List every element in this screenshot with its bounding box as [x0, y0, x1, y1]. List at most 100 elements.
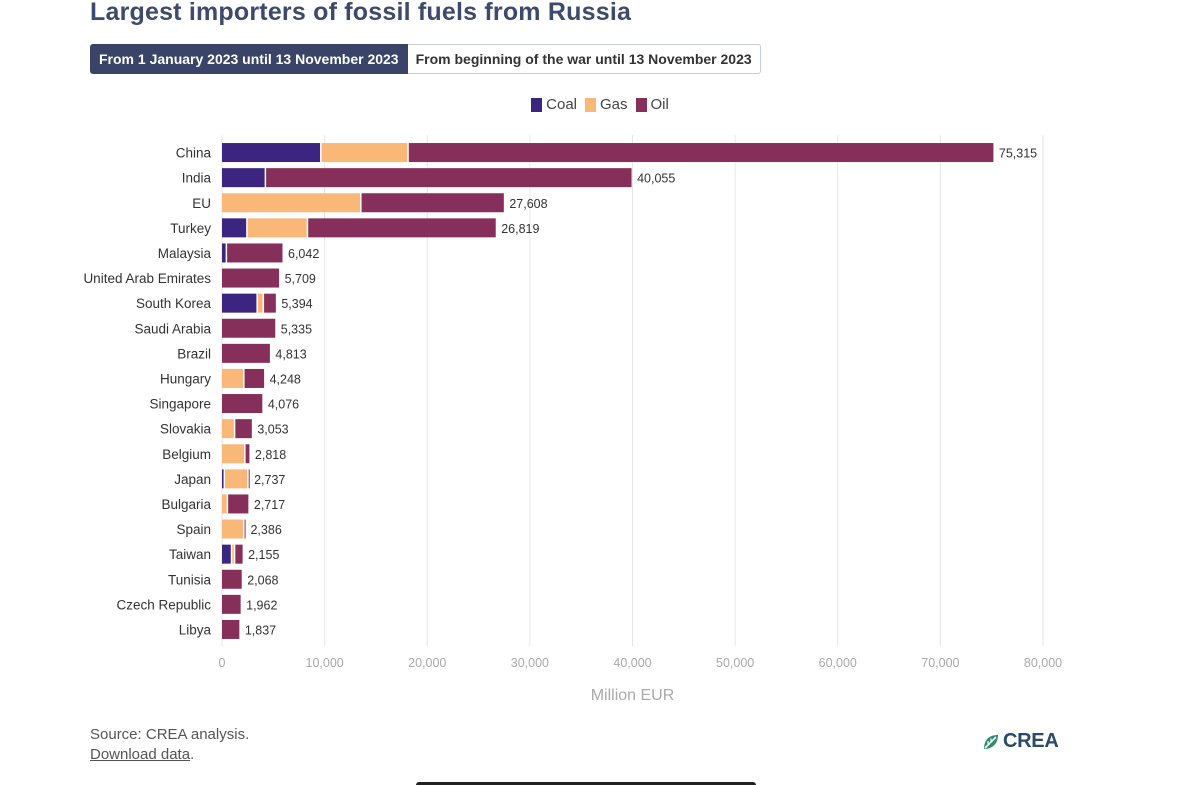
category-label: United Arab Emirates — [83, 271, 211, 286]
bar-segment-oil — [248, 469, 250, 489]
bar-value-label: 2,386 — [250, 523, 281, 537]
bar-segment-oil — [235, 544, 243, 564]
category-label: Taiwan — [169, 547, 211, 562]
category-label: Slovakia — [160, 422, 212, 437]
bar-segment-oil — [266, 168, 632, 188]
bar-value-label: 5,709 — [285, 272, 316, 286]
bar-value-label: 6,042 — [288, 247, 319, 261]
category-label: Hungary — [160, 371, 211, 386]
x-tick-label: 80,000 — [1024, 656, 1062, 670]
bar-segment-gas — [222, 444, 245, 464]
bar-value-label: 5,394 — [281, 297, 312, 311]
source-note: Source: CREA analysis. Download data. — [90, 725, 249, 765]
category-label: EU — [192, 196, 211, 211]
bar-segment-gas — [232, 544, 234, 564]
tab-since-war-period[interactable]: From beginning of the war until 13 Novem… — [407, 44, 761, 74]
bar-value-label: 4,248 — [270, 372, 301, 386]
bar-segment-gas — [222, 494, 227, 514]
bar-value-label: 4,076 — [268, 398, 299, 412]
crea-logo: CREA — [982, 730, 1059, 753]
bar-segment-oil — [244, 368, 265, 388]
chart-legend: Coal Gas Oil — [0, 96, 1200, 113]
x-tick-label: 10,000 — [306, 656, 344, 670]
download-data-link[interactable]: Download data — [90, 746, 191, 763]
bar-segment-coal — [222, 293, 257, 313]
bar-segment-oil — [227, 243, 283, 263]
x-tick-label: 40,000 — [613, 656, 651, 670]
legend-item-gas[interactable]: Gas — [585, 96, 628, 113]
category-label: Saudi Arabia — [134, 321, 211, 336]
bar-segment-oil — [222, 569, 242, 589]
category-label: Japan — [174, 472, 211, 487]
bar-segment-gas — [321, 143, 408, 163]
bar-segment-oil — [228, 494, 249, 514]
legend-label-oil: Oil — [650, 96, 669, 113]
x-tick-label: 60,000 — [819, 656, 857, 670]
bar-value-label: 2,717 — [254, 498, 285, 512]
bar-value-label: 1,837 — [245, 623, 276, 637]
category-label: Singapore — [149, 397, 211, 412]
bar-segment-oil — [222, 619, 240, 639]
crea-logo-text: CREA — [1003, 730, 1059, 752]
x-tick-label: 50,000 — [716, 656, 754, 670]
bar-segment-oil — [222, 594, 241, 614]
x-tick-label: 30,000 — [511, 656, 549, 670]
bar-segment-coal — [222, 243, 226, 263]
crea-leaf-icon — [984, 734, 998, 749]
legend-label-coal: Coal — [546, 96, 577, 113]
legend-swatch-coal — [531, 97, 543, 112]
bar-value-label: 2,818 — [255, 448, 286, 462]
category-label: Czech Republic — [116, 597, 211, 612]
category-label: China — [176, 146, 212, 161]
x-tick-label: 70,000 — [921, 656, 959, 670]
bar-segment-oil — [235, 419, 252, 439]
bar-segment-oil — [245, 444, 250, 464]
bar-value-label: 5,335 — [281, 322, 312, 336]
period-tabs: From 1 January 2023 until 13 November 20… — [90, 44, 761, 74]
bar-segment-oil — [408, 143, 994, 163]
category-label: Brazil — [177, 346, 211, 361]
bar-value-label: 40,055 — [637, 172, 675, 186]
bar-segment-gas — [257, 293, 263, 313]
bar-segment-coal — [222, 544, 231, 564]
tab-2023-period[interactable]: From 1 January 2023 until 13 November 20… — [90, 44, 408, 74]
bar-value-label: 3,053 — [257, 423, 288, 437]
bar-value-label: 4,813 — [275, 347, 306, 361]
category-label: Tunisia — [168, 572, 212, 587]
bar-value-label: 27,608 — [509, 197, 547, 211]
bar-segment-gas — [222, 419, 234, 439]
bar-segment-gas — [225, 469, 248, 489]
category-label: Turkey — [170, 221, 211, 236]
bar-segment-gas — [222, 519, 244, 539]
source-text: Source: CREA analysis. — [90, 726, 250, 743]
legend-label-gas: Gas — [600, 96, 628, 113]
category-label: Spain — [176, 522, 211, 537]
category-label: Libya — [179, 622, 212, 637]
bar-segment-oil — [244, 519, 246, 539]
category-label: Belgium — [162, 447, 211, 462]
category-label: South Korea — [136, 296, 212, 311]
bar-segment-oil — [308, 218, 496, 238]
download-line: Download data. — [90, 746, 195, 763]
bar-segment-gas — [222, 368, 244, 388]
bar-segment-oil — [222, 268, 280, 288]
category-label: Malaysia — [158, 246, 212, 261]
bar-segment-coal — [222, 168, 265, 188]
x-tick-label: 0 — [219, 656, 226, 670]
bar-segment-coal — [222, 469, 224, 489]
legend-item-oil[interactable]: Oil — [635, 96, 669, 113]
bar-value-label: 75,315 — [999, 147, 1037, 161]
bar-segment-coal — [222, 218, 247, 238]
chart-title: Largest importers of fossil fuels from R… — [90, 0, 632, 26]
bar-segment-coal — [222, 143, 321, 163]
bar-segment-oil — [222, 394, 263, 414]
bar-value-label: 2,737 — [254, 473, 285, 487]
legend-item-coal[interactable]: Coal — [531, 96, 577, 113]
home-indicator — [416, 782, 756, 785]
legend-swatch-gas — [585, 97, 596, 112]
bar-segment-oil — [222, 343, 270, 363]
bar-value-label: 2,068 — [247, 573, 278, 587]
x-tick-label: 20,000 — [408, 656, 446, 670]
category-label: India — [182, 171, 212, 186]
bar-segment-oil — [264, 293, 276, 313]
